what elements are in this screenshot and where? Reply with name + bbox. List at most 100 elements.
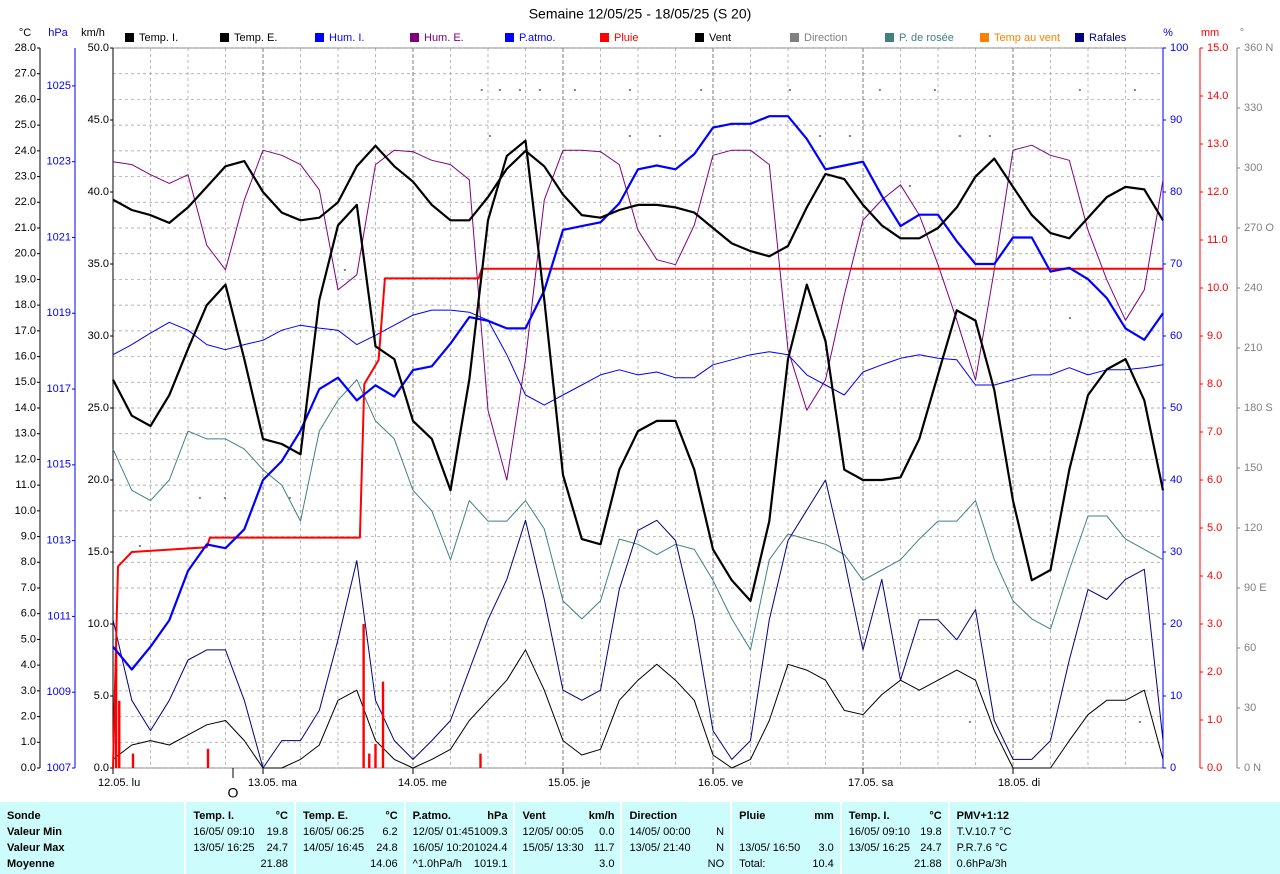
cell-label: 14/05/ 00:00 [629, 826, 691, 838]
table-row: 13/05/ 16:50 3.0 [739, 840, 834, 856]
y-tick-label: 0 [1170, 762, 1176, 774]
table-row: 14/05/ 16:45 24.8 [303, 840, 398, 856]
direction-dot [498, 89, 501, 91]
table-row: 0.6hPa/3h [957, 856, 1274, 872]
cell-label: PMV+1:12 [956, 810, 1009, 822]
table-panel: Temp. I. °C 16/05/ 09:10 19.8 13/05/ 16:25 24… [186, 802, 294, 874]
cell-label: T.V.10.7 °C [956, 826, 1012, 838]
y-tick-label: 10.0 [1207, 282, 1228, 294]
cell-value: 10.4 [812, 858, 834, 870]
y-tick-label: 3.0 [1207, 618, 1222, 630]
direction-dot [628, 89, 631, 91]
table-row: T.V.10.7 °C [957, 824, 1274, 840]
legend-label: P. de rosée [899, 32, 954, 44]
cell-value: 21.88 [914, 858, 942, 870]
cell-label: Direction [629, 810, 678, 822]
direction-dot [1138, 721, 1141, 723]
y-tick-label: 30 [1170, 546, 1182, 558]
direction-dot [1068, 317, 1071, 319]
y-tick-label: 210 [1244, 342, 1262, 354]
y-tick-label: 4.0 [1207, 570, 1222, 582]
y-tick-label: 50 [1170, 402, 1182, 414]
cell-label: Sonde [7, 810, 41, 822]
table-row: 16/05/ 06:25 6.2 [303, 824, 398, 840]
legend-swatch [315, 33, 324, 42]
legend-swatch [885, 33, 894, 42]
cell-label: 13/05/ 16:25 [193, 842, 255, 854]
cell-label: Total: [739, 858, 766, 870]
y-tick-label: 20 [1170, 618, 1182, 630]
table-panel: Vent km/h 12/05/ 00:05 0.0 15/05/ 13:30 11.7 3… [515, 802, 621, 874]
axis-unit: km/h [81, 27, 105, 39]
rain-spike [381, 681, 385, 768]
cell-value: 14.06 [370, 858, 398, 870]
y-tick-label: 330 [1244, 102, 1262, 114]
cell-label: 16/05/ 09:10 [193, 826, 255, 838]
table-row: 15/05/ 13:30 11.7 [522, 840, 614, 856]
legend-label: Hum. E. [424, 32, 464, 44]
table-row: PMV+1:12 [957, 808, 1274, 824]
series-line [112, 309, 1164, 406]
y-tick-label: 3.0 [21, 685, 36, 697]
table-row: 16/05/ 10:20 1024.4 [413, 840, 508, 856]
axis-unit: % [1163, 27, 1173, 39]
y-tick-label: 23.0 [15, 170, 36, 182]
x-tick-label: 18.05. di [998, 777, 1040, 789]
y-tick-label: 0.0 [1207, 762, 1222, 774]
x-tick-label: 13.05. ma [248, 777, 298, 789]
direction-dot [933, 89, 936, 91]
legend-swatch [695, 33, 704, 42]
y-tick-label: 13.0 [1207, 138, 1228, 150]
cell-value: 3.0 [818, 842, 834, 854]
y-tick-label: 2.0 [21, 710, 36, 722]
cell-label: 13/05/ 16:50 [739, 842, 801, 854]
y-tick-label: 70 [1170, 258, 1182, 270]
cell-label: Temp. I. [848, 810, 890, 822]
direction-dot [198, 497, 201, 499]
series-line [112, 649, 1164, 769]
cell-value: mm [814, 810, 834, 822]
cell-value: °C [275, 810, 288, 822]
y-tick-label: 7.0 [1207, 426, 1222, 438]
series-line [112, 267, 1163, 769]
legend-label: Temp au vent [994, 32, 1060, 44]
direction-dot [848, 135, 851, 137]
y-tick-label: 8.0 [21, 556, 36, 568]
y-tick-label: 1019 [47, 307, 71, 319]
y-tick-label: 15.0 [1207, 42, 1228, 54]
direction-dot [518, 89, 521, 91]
y-tick-label: 6.0 [1207, 474, 1222, 486]
y-tick-label: 25.0 [15, 119, 36, 131]
y-tick-label: 80 [1170, 186, 1182, 198]
y-tick-label: 21.0 [15, 222, 36, 234]
y-tick-label: 5.0 [21, 633, 36, 645]
legend-label: Direction [804, 32, 847, 44]
cell-label: 15/05/ 13:30 [522, 842, 584, 854]
table-row: Temp. I. °C [193, 808, 288, 824]
y-tick-label: 24.0 [15, 145, 36, 157]
direction-dot [480, 89, 483, 91]
y-tick-label: 1021 [47, 231, 71, 243]
cell-label: P.atmo. [412, 810, 451, 822]
y-tick-label: 0.0 [94, 762, 109, 774]
table-row: Direction [629, 808, 724, 824]
direction-dot [288, 497, 291, 499]
chart-title: Semaine 12/05/25 - 18/05/25 (S 20) [529, 6, 752, 22]
rain-spike [114, 648, 118, 768]
table-row: Total: 10.4 [739, 856, 834, 872]
table-row: Temp. E. °C [303, 808, 398, 824]
table-row: Moyenne [7, 856, 178, 872]
y-tick-label: 4.0 [21, 659, 36, 671]
cell-label: 13/05/ 21:40 [629, 842, 691, 854]
direction-dot [488, 135, 491, 137]
direction-dot [700, 89, 703, 91]
y-tick-label: 12.0 [1207, 186, 1228, 198]
y-tick-label: 25.0 [88, 402, 109, 414]
legend-label: Pluie [614, 32, 638, 44]
legend-swatch [505, 33, 514, 42]
y-tick-label: 30.0 [88, 330, 109, 342]
cell-label: 14/05/ 16:45 [302, 842, 365, 854]
y-tick-label: 27.0 [15, 68, 36, 80]
cell-value: 21.88 [260, 858, 288, 870]
